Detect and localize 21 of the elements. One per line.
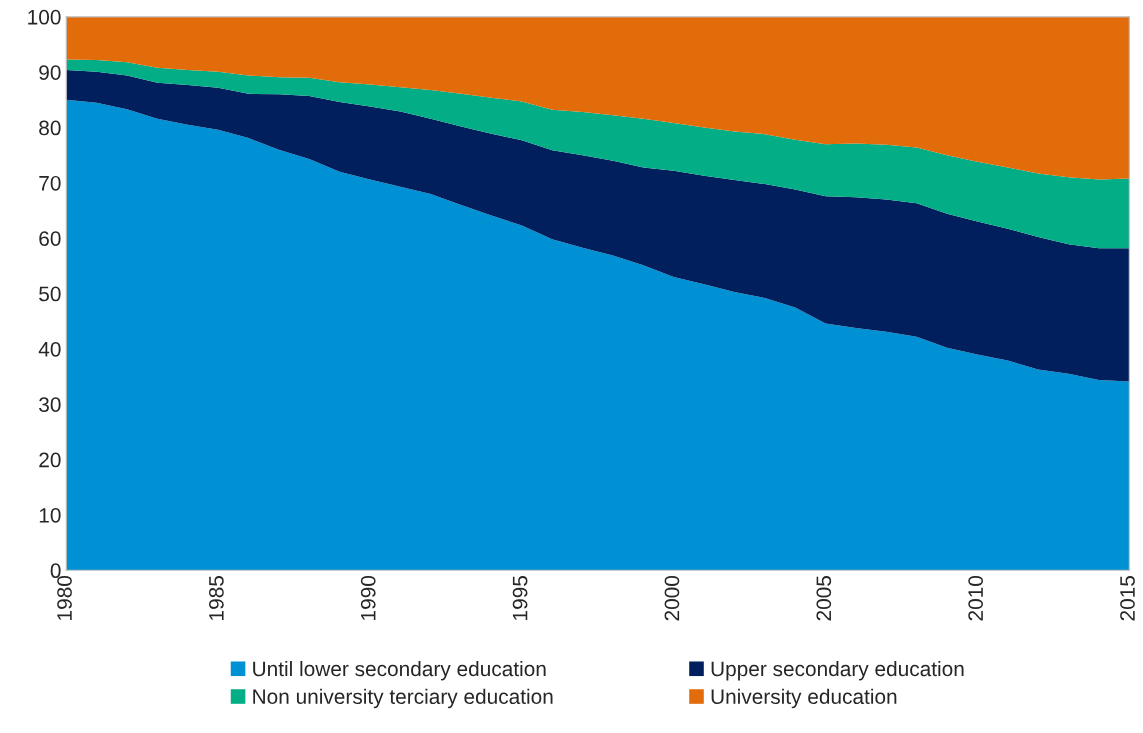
legend-label: Non university terciary education bbox=[253, 688, 553, 709]
y-tick-label: 10 bbox=[39, 507, 61, 523]
x-tick-label: 1985 bbox=[208, 576, 224, 620]
x-tick-label: 2015 bbox=[1120, 576, 1135, 621]
y-tick-label: 90 bbox=[39, 65, 61, 80]
y-tick-label: 40 bbox=[38, 341, 61, 357]
y-tick-label: 30 bbox=[39, 397, 61, 412]
x-tick-label: 2010 bbox=[968, 575, 984, 621]
x-tick-label: 1995 bbox=[512, 576, 528, 620]
y-tick-label: 20 bbox=[39, 452, 61, 468]
y-tick-label: 50 bbox=[39, 286, 61, 302]
y-tick-label: 70 bbox=[39, 175, 61, 191]
x-tick-label: 2005 bbox=[816, 576, 832, 621]
legend-label: Until lower secondary education bbox=[253, 660, 546, 681]
legend-label: University education bbox=[711, 688, 897, 709]
x-tick-label: 1990 bbox=[360, 575, 376, 620]
y-tick-label: 80 bbox=[39, 120, 61, 136]
legend-label: Upper secondary education bbox=[711, 660, 964, 681]
x-tick-label: 2000 bbox=[664, 575, 680, 621]
y-tick-label: 100 bbox=[28, 9, 61, 25]
y-tick-label: 60 bbox=[39, 231, 61, 246]
